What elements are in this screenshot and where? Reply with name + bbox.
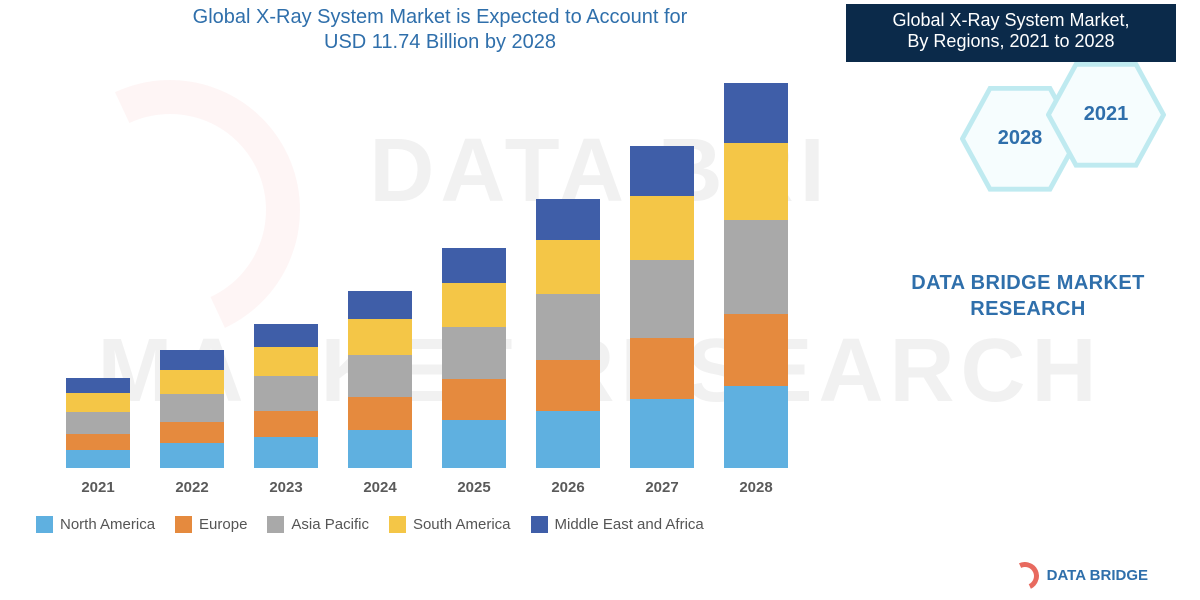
footer-brand-logo: DATA BRIDGE — [1011, 562, 1148, 590]
legend-swatch — [36, 516, 53, 533]
right-subtitle-line2: By Regions, 2021 to 2028 — [854, 31, 1168, 52]
hexagon-front-year: 2021 — [1084, 103, 1129, 126]
bar-segment — [66, 412, 130, 433]
legend-swatch — [267, 516, 284, 533]
right-panel: 2028 2021 DATA BRIDGE MARKET RESEARCH — [840, 60, 1200, 600]
bar-segment — [536, 360, 600, 411]
right-subtitle: Global X-Ray System Market, By Regions, … — [846, 4, 1176, 62]
x-axis-label: 2021 — [66, 479, 130, 496]
bar-segment — [630, 399, 694, 468]
x-axis-label: 2028 — [724, 479, 788, 496]
x-axis-label: 2025 — [442, 479, 506, 496]
chart-title-line1: Global X-Ray System Market is Expected t… — [60, 6, 820, 29]
bar-segment — [160, 394, 224, 422]
x-axis-label: 2024 — [348, 479, 412, 496]
bar-segment — [536, 240, 600, 294]
legend-item: Middle East and Africa — [531, 516, 704, 533]
bar-segment — [348, 397, 412, 430]
legend-item: Europe — [175, 516, 247, 533]
hexagon-front: 2021 — [1046, 62, 1166, 166]
brand-label-line2: RESEARCH — [888, 296, 1168, 322]
bar-segment — [724, 83, 788, 143]
bar-segment — [442, 420, 506, 468]
bar-segment — [348, 355, 412, 398]
bar-segment — [442, 327, 506, 380]
bar-segment — [630, 146, 694, 195]
bar-segment — [536, 294, 600, 360]
legend-item: South America — [389, 516, 511, 533]
bar-segment — [66, 378, 130, 393]
legend-swatch — [175, 516, 192, 533]
legend-swatch — [531, 516, 548, 533]
bar-segment — [536, 199, 600, 240]
bar-segment — [724, 220, 788, 314]
bar-segment — [724, 314, 788, 386]
bar-segment — [442, 248, 506, 282]
bar-segment — [348, 430, 412, 468]
bar-segment — [66, 393, 130, 413]
footer-logo-text: DATA BRIDGE — [1047, 568, 1148, 584]
bar-segment — [630, 338, 694, 399]
bar-segment — [630, 196, 694, 260]
legend-item: Asia Pacific — [267, 516, 369, 533]
plot-area: 2021 2022 2023 2024 2025 2026 2027 2028 — [52, 74, 826, 468]
bar-segment — [254, 437, 318, 468]
chart-title-line2: USD 11.74 Billion by 2028 — [60, 31, 820, 54]
hexagon-back-year: 2028 — [998, 127, 1043, 150]
bar-segment — [442, 379, 506, 420]
bar-segment — [254, 324, 318, 347]
x-axis-label: 2027 — [630, 479, 694, 496]
bar-segment — [254, 376, 318, 410]
bar-2022: 2022 — [160, 350, 224, 468]
bar-2023: 2023 — [254, 324, 318, 468]
bar-segment — [536, 411, 600, 468]
bar-2021: 2021 — [66, 378, 130, 468]
legend-item: North America — [36, 516, 155, 533]
stacked-bar-chart: 2021 2022 2023 2024 2025 2026 2027 2028 — [36, 74, 836, 504]
legend-label: Middle East and Africa — [555, 516, 704, 533]
bar-segment — [724, 143, 788, 220]
bar-segment — [254, 411, 318, 437]
footer-logo-ring-icon — [1007, 558, 1043, 594]
bar-2024: 2024 — [348, 291, 412, 468]
legend-label: Europe — [199, 516, 247, 533]
bar-segment — [66, 434, 130, 450]
bar-segment — [160, 350, 224, 370]
brand-label-line1: DATA BRIDGE MARKET — [888, 270, 1168, 296]
right-subtitle-line1: Global X-Ray System Market, — [854, 10, 1168, 31]
x-axis-label: 2026 — [536, 479, 600, 496]
bar-segment — [630, 260, 694, 339]
bar-2028: 2028 — [724, 83, 788, 468]
bar-segment — [160, 370, 224, 395]
bar-segment — [348, 291, 412, 319]
bar-segment — [724, 386, 788, 468]
legend-label: Asia Pacific — [291, 516, 369, 533]
chart-title: Global X-Ray System Market is Expected t… — [60, 6, 820, 54]
legend-label: South America — [413, 516, 511, 533]
legend-label: North America — [60, 516, 155, 533]
bar-segment — [442, 283, 506, 327]
bar-segment — [348, 319, 412, 355]
bar-2025: 2025 — [442, 248, 506, 468]
x-axis-label: 2022 — [160, 479, 224, 496]
legend: North America Europe Asia Pacific South Ame… — [36, 516, 836, 533]
bar-2026: 2026 — [536, 199, 600, 468]
bar-segment — [160, 422, 224, 443]
bar-2027: 2027 — [630, 146, 694, 468]
bar-segment — [254, 347, 318, 377]
brand-label: DATA BRIDGE MARKET RESEARCH — [888, 270, 1168, 322]
bar-segment — [66, 450, 130, 468]
bar-segment — [160, 443, 224, 468]
x-axis-label: 2023 — [254, 479, 318, 496]
legend-swatch — [389, 516, 406, 533]
